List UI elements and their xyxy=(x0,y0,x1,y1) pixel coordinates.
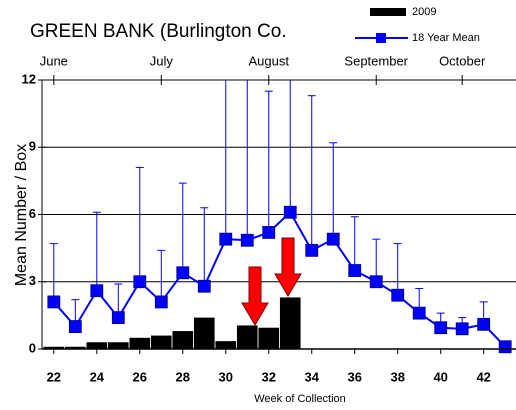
x-tick-label: 38 xyxy=(390,369,404,384)
mean-marker xyxy=(498,340,512,354)
top-month-label: October xyxy=(439,53,486,68)
bar xyxy=(129,337,151,349)
mean-marker xyxy=(283,205,297,219)
mean-marker xyxy=(326,232,340,246)
top-month-label: August xyxy=(249,53,290,68)
bar xyxy=(43,346,65,349)
y-tick-label: 3 xyxy=(29,273,36,288)
legend-label: 2009 xyxy=(412,6,436,18)
legend-label: 18 Year Mean xyxy=(412,32,480,44)
mean-marker xyxy=(47,295,61,309)
x-tick-label: 28 xyxy=(176,369,190,384)
mean-marker xyxy=(369,275,383,289)
chart-title: GREEN BANK (Burlington Co. xyxy=(30,21,287,42)
top-month-label: July xyxy=(150,53,174,68)
bar xyxy=(215,341,237,349)
bar xyxy=(236,325,258,349)
bar xyxy=(64,346,86,349)
bar xyxy=(86,342,108,349)
mean-marker xyxy=(240,233,254,247)
x-tick-label: 42 xyxy=(476,369,490,384)
y-tick-label: 0 xyxy=(29,340,36,355)
bar xyxy=(150,335,172,349)
mean-marker xyxy=(111,311,125,325)
legend-swatch xyxy=(376,33,386,43)
mean-marker xyxy=(197,279,211,293)
x-tick-label: 34 xyxy=(305,369,320,384)
mean-marker xyxy=(90,284,104,298)
mean-marker xyxy=(176,266,190,280)
x-tick-label: 24 xyxy=(90,369,105,384)
bar xyxy=(258,327,280,349)
legend-swatch xyxy=(370,8,406,16)
mean-marker xyxy=(262,226,276,239)
x-tick-label: 32 xyxy=(262,369,276,384)
mean-marker xyxy=(412,306,426,320)
mean-marker xyxy=(133,275,147,289)
legend: 2009 18 Year Mean xyxy=(355,6,480,44)
x-tick-label: 26 xyxy=(133,369,147,384)
top-month-label: September xyxy=(344,53,408,68)
top-month-label: June xyxy=(40,53,68,68)
bar xyxy=(172,331,194,349)
mean-marker xyxy=(154,295,168,309)
mean-marker xyxy=(391,288,405,302)
bar xyxy=(193,317,215,349)
mean-marker xyxy=(68,320,82,333)
x-tick-label: 36 xyxy=(347,369,361,384)
arrow xyxy=(274,237,302,297)
mean-marker xyxy=(219,232,233,246)
x-tick-label: 30 xyxy=(219,369,233,384)
y-tick-label: 6 xyxy=(29,206,36,221)
arrow xyxy=(241,266,269,326)
bar xyxy=(107,342,129,349)
y-tick-label: 12 xyxy=(22,71,36,86)
error-bars xyxy=(49,80,488,329)
mean-marker xyxy=(305,243,319,257)
mean-marker xyxy=(348,264,362,277)
y-axis-label: Mean Number / Box xyxy=(13,144,30,286)
mean-line xyxy=(53,210,506,348)
arrows xyxy=(241,237,302,326)
bar xyxy=(279,297,301,349)
x-tick-label: 22 xyxy=(47,369,61,384)
mean-marker xyxy=(455,322,469,336)
mean-marker xyxy=(477,317,491,331)
x-axis-label: Week of Collection xyxy=(254,393,346,405)
x-tick-label: 40 xyxy=(433,369,447,384)
mean-marker xyxy=(434,321,448,335)
y-tick-label: 9 xyxy=(29,139,36,154)
